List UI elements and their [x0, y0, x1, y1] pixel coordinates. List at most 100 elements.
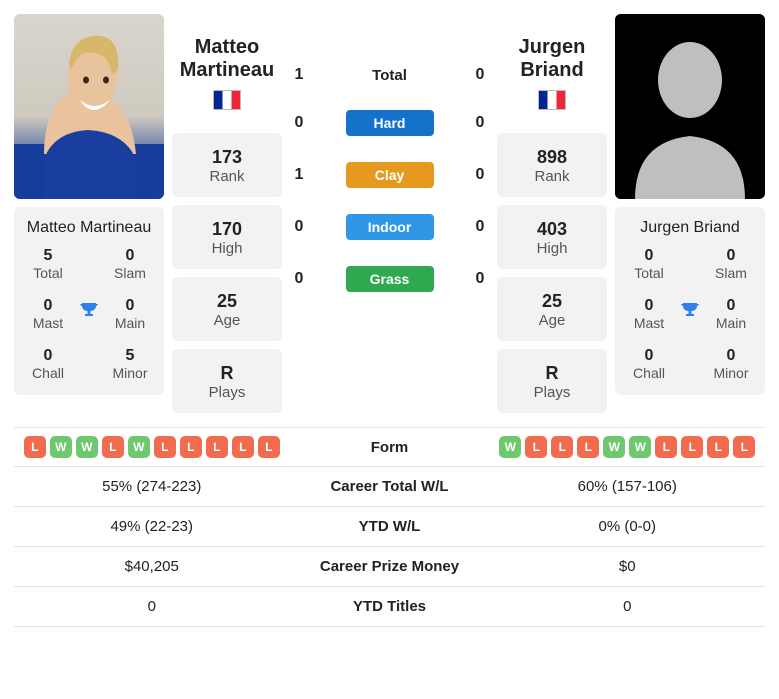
form-chip: L [232, 436, 254, 458]
table-cell-p2: 60% (157-106) [490, 470, 766, 503]
p2-stack: Jurgen Briand 0Total 0Slam 0Mast 0Main 0… [615, 14, 765, 395]
p1-name: Matteo Martineau [172, 36, 282, 82]
form-chip: L [551, 436, 573, 458]
p2-main: 0Main [716, 297, 746, 331]
form-chip: L [180, 436, 202, 458]
p1-age-box: 25Age [172, 277, 282, 341]
p1-stack: Matteo Martineau 5Total 0Slam 0Mast 0Mai… [14, 14, 164, 395]
h2h-row: 1 Clay 0 [290, 162, 489, 188]
p1-titles-card: Matteo Martineau 5Total 0Slam 0Mast 0Mai… [14, 207, 164, 395]
h2h-p2-val: 0 [471, 270, 489, 288]
form-chip: L [577, 436, 599, 458]
table-cell-p1: 49% (22-23) [14, 510, 290, 543]
h2h-row: 0 Indoor 0 [290, 214, 489, 240]
form-chip: W [629, 436, 651, 458]
table-cell-p1: LWWLWLLLLL [14, 428, 290, 466]
p1-stat-col: 173Rank 170High 25Age RPlays [172, 133, 282, 413]
form-chip: W [50, 436, 72, 458]
p2-stat-col: 898Rank 403High 25Age RPlays [497, 133, 607, 413]
p1-high-box: 170High [172, 205, 282, 269]
comparison-table: LWWLWLLLLLFormWLLLWWLLLL55% (274-223)Car… [14, 427, 765, 627]
p1-photo-svg [14, 14, 164, 199]
p2-rank-box: 898Rank [497, 133, 607, 197]
h2h-p2-val: 0 [471, 114, 489, 132]
h2h-row: 0Hard0 [290, 110, 489, 136]
form-chip: L [681, 436, 703, 458]
p1-chall: 0Chall [32, 347, 64, 381]
table-cell-p1: 55% (274-223) [14, 470, 290, 503]
table-cell-p2: WLLLWWLLLL [490, 428, 766, 466]
p1-photo [14, 14, 164, 199]
form-chip: W [603, 436, 625, 458]
surface-pill[interactable]: Clay [346, 162, 434, 188]
table-cell-p1: $40,205 [14, 550, 290, 583]
p1-main: 0Main [115, 297, 145, 331]
france-flag-icon [538, 90, 566, 110]
p2-titles-grid: 0Total 0Slam 0Mast 0Main 0Chall 0Minor [623, 247, 757, 381]
p2-name: Jurgen Briand [497, 36, 607, 82]
p1-total: 5Total [33, 247, 63, 281]
surface-pill[interactable]: Hard [346, 110, 434, 136]
p1-name-col: Matteo Martineau 173Rank 170High 25Age R… [172, 14, 282, 413]
p2-total: 0Total [634, 247, 664, 281]
table-cell-p2: 0 [490, 590, 766, 623]
p2-minor: 0Minor [713, 347, 748, 381]
form-chip: L [707, 436, 729, 458]
table-cell-label: YTD Titles [290, 590, 490, 623]
surface-pill[interactable]: Indoor [346, 214, 434, 240]
h2h-p1-val: 1 [290, 66, 308, 84]
form-chip: L [733, 436, 755, 458]
comparison-root: Matteo Martineau 5Total 0Slam 0Mast 0Mai… [0, 0, 779, 627]
table-cell-label: Career Prize Money [290, 550, 490, 583]
form-chip: L [525, 436, 547, 458]
table-cell-label: Form [290, 431, 490, 464]
p2-high-box: 403High [497, 205, 607, 269]
p2-mast: 0Mast [634, 297, 664, 331]
form-chip: W [499, 436, 521, 458]
h2h-row: 0 Grass 0 [290, 266, 489, 292]
surface-pill[interactable]: Grass [346, 266, 434, 292]
form-chip: W [128, 436, 150, 458]
p2-plays-box: RPlays [497, 349, 607, 413]
p2-slam: 0Slam [715, 247, 747, 281]
table-row: 0YTD Titles0 [14, 587, 765, 627]
form-chip: L [102, 436, 124, 458]
p1-mast: 0Mast [33, 297, 63, 331]
p1-plays-box: RPlays [172, 349, 282, 413]
form-chip: L [154, 436, 176, 458]
h2h-p1-val: 1 [290, 166, 308, 184]
table-row: 55% (274-223)Career Total W/L60% (157-10… [14, 467, 765, 507]
trophy-icon [678, 300, 702, 329]
table-cell-label: YTD W/L [290, 510, 490, 543]
form-chip: L [258, 436, 280, 458]
h2h-p1-val: 0 [290, 270, 308, 288]
table-cell-p2: 0% (0-0) [490, 510, 766, 543]
form-chip: L [24, 436, 46, 458]
p2-card-name: Jurgen Briand [623, 219, 757, 237]
h2h-p1-val: 0 [290, 218, 308, 236]
p2-name-col: Jurgen Briand 898Rank 403High 25Age RPla… [497, 14, 607, 413]
top-section: Matteo Martineau 5Total 0Slam 0Mast 0Mai… [14, 14, 765, 413]
h2h-p2-val: 0 [471, 66, 489, 84]
h2h-label: Total [316, 67, 463, 84]
h2h-p2-val: 0 [471, 218, 489, 236]
p2-age-box: 25Age [497, 277, 607, 341]
p1-rank-box: 173Rank [172, 133, 282, 197]
form-chip: L [206, 436, 228, 458]
p1-slam: 0Slam [114, 247, 146, 281]
form-chip: W [76, 436, 98, 458]
table-cell-p2: $0 [490, 550, 766, 583]
table-row: $40,205Career Prize Money$0 [14, 547, 765, 587]
table-cell-label: Career Total W/L [290, 470, 490, 503]
h2h-col: 1Total00Hard01Clay00Indoor00Grass0 [290, 14, 489, 292]
form-chip: L [655, 436, 677, 458]
p2-titles-card: Jurgen Briand 0Total 0Slam 0Mast 0Main 0… [615, 207, 765, 395]
p1-titles-grid: 5Total 0Slam 0Mast 0Main 0Chall 5Minor [22, 247, 156, 381]
h2h-row: 1 Total 0 [290, 66, 489, 84]
h2h-p2-val: 0 [471, 166, 489, 184]
p2-photo [615, 14, 765, 199]
table-row: 49% (22-23)YTD W/L0% (0-0) [14, 507, 765, 547]
silhouette-icon [615, 14, 765, 199]
p1-card-name: Matteo Martineau [22, 219, 156, 237]
table-row: LWWLWLLLLLFormWLLLWWLLLL [14, 427, 765, 467]
